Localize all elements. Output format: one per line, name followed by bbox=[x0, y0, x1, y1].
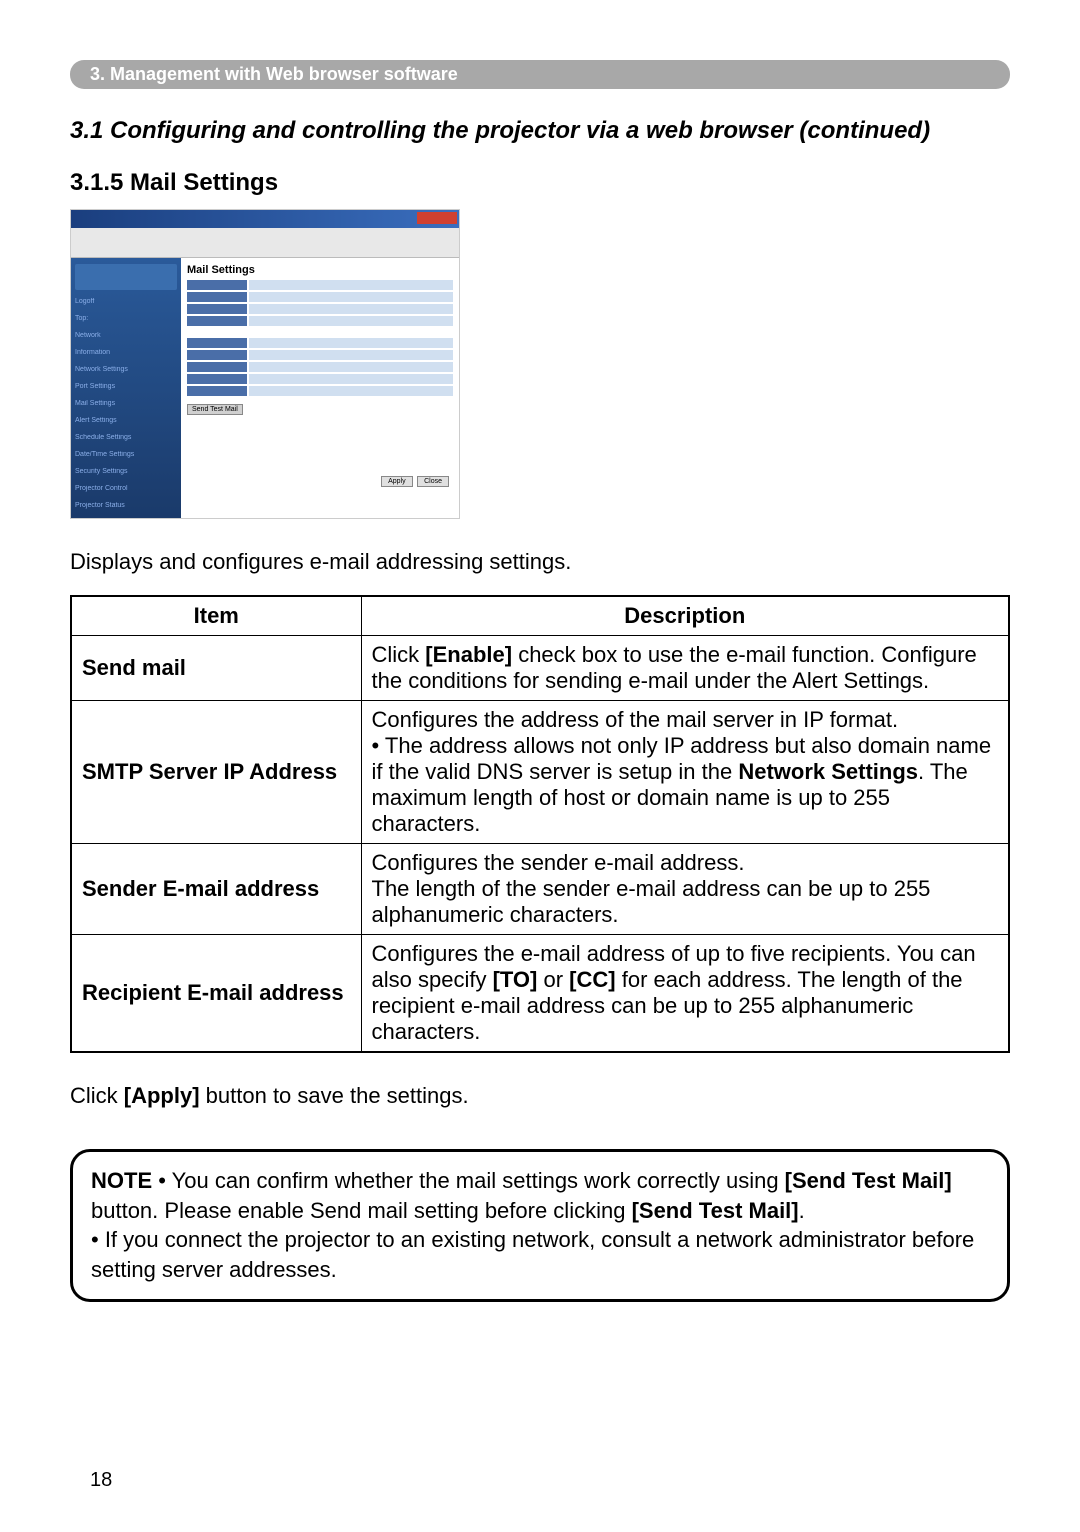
screenshot-window-controls bbox=[417, 212, 457, 224]
screenshot-main: Mail Settings Send Test Mail Apply Close bbox=[181, 258, 459, 518]
screenshot-form-row bbox=[187, 374, 453, 384]
screenshot-sidebar-item: Port Settings bbox=[75, 383, 177, 395]
table-row: Sender E-mail addressConfigures the send… bbox=[71, 844, 1009, 935]
table-row: Recipient E-mail addressConfigures the e… bbox=[71, 935, 1009, 1053]
settings-table: Item Description Send mailClick [Enable]… bbox=[70, 595, 1010, 1053]
screenshot-sidebar-item: Projector Status bbox=[75, 502, 177, 514]
screenshot-sidebar-item: Schedule Settings bbox=[75, 434, 177, 446]
intro-text: Displays and configures e-mail addressin… bbox=[70, 549, 1010, 575]
note-box: NOTE • You can confirm whether the mail … bbox=[70, 1149, 1010, 1302]
screenshot-send-test-button: Send Test Mail bbox=[187, 404, 243, 415]
screenshot-sidebar: Logoff Top: Network Information Network Sett… bbox=[71, 258, 181, 518]
page-number: 18 bbox=[90, 1469, 112, 1492]
screenshot-form-row bbox=[187, 292, 453, 302]
section-title: 3.1 Configuring and controlling the proj… bbox=[70, 117, 1010, 145]
screenshot-image: Logoff Top: Network Information Network Sett… bbox=[70, 209, 460, 519]
table-item-cell: Sender E-mail address bbox=[71, 844, 361, 935]
breadcrumb-bar: 3. Management with Web browser software bbox=[70, 60, 1010, 89]
screenshot-sidebar-item: Alert Settings bbox=[75, 417, 177, 429]
screenshot-sidebar-item: Information bbox=[75, 349, 177, 361]
table-header-item: Item bbox=[71, 596, 361, 636]
screenshot-close-button: Close bbox=[417, 476, 449, 487]
screenshot-main-title: Mail Settings bbox=[187, 264, 453, 276]
screenshot-sidebar-item: Network Settings bbox=[75, 366, 177, 378]
screenshot-sidebar-item: Security Settings bbox=[75, 468, 177, 480]
screenshot-sidebar-item: Top: bbox=[75, 315, 177, 327]
table-description-cell: Configures the e-mail address of up to f… bbox=[361, 935, 1009, 1053]
apply-instruction: Click [Apply] button to save the setting… bbox=[70, 1083, 1010, 1109]
table-item-cell: Recipient E-mail address bbox=[71, 935, 361, 1053]
table-item-cell: Send mail bbox=[71, 636, 361, 701]
screenshot-form-row bbox=[187, 362, 453, 372]
screenshot-apply-button: Apply bbox=[381, 476, 413, 487]
screenshot-form-row bbox=[187, 280, 453, 290]
note-label: NOTE bbox=[91, 1168, 152, 1193]
screenshot-form-row bbox=[187, 350, 453, 360]
screenshot-sidebar-item: Date/Time Settings bbox=[75, 451, 177, 463]
table-item-cell: SMTP Server IP Address bbox=[71, 701, 361, 844]
table-row: Send mailClick [Enable] check box to use… bbox=[71, 636, 1009, 701]
table-description-cell: Configures the sender e-mail address.The… bbox=[361, 844, 1009, 935]
screenshot-toolbar bbox=[71, 228, 459, 258]
subsection-title: 3.1.5 Mail Settings bbox=[70, 169, 1010, 197]
screenshot-sidebar-item: Logoff bbox=[75, 298, 177, 310]
screenshot-form-row bbox=[187, 316, 453, 326]
screenshot-sidebar-item: Projector Control bbox=[75, 485, 177, 497]
screenshot-logo bbox=[75, 264, 177, 290]
screenshot-form-row bbox=[187, 386, 453, 396]
table-header-description: Description bbox=[361, 596, 1009, 636]
screenshot-form-row bbox=[187, 338, 453, 348]
screenshot-titlebar bbox=[71, 210, 459, 228]
table-description-cell: Click [Enable] check box to use the e-ma… bbox=[361, 636, 1009, 701]
table-row: SMTP Server IP AddressConfigures the add… bbox=[71, 701, 1009, 844]
screenshot-sidebar-item: Mail Settings bbox=[75, 400, 177, 412]
table-description-cell: Configures the address of the mail serve… bbox=[361, 701, 1009, 844]
breadcrumb-text: 3. Management with Web browser software bbox=[90, 64, 458, 84]
screenshot-form-row bbox=[187, 304, 453, 314]
screenshot-sidebar-item: Network bbox=[75, 332, 177, 344]
